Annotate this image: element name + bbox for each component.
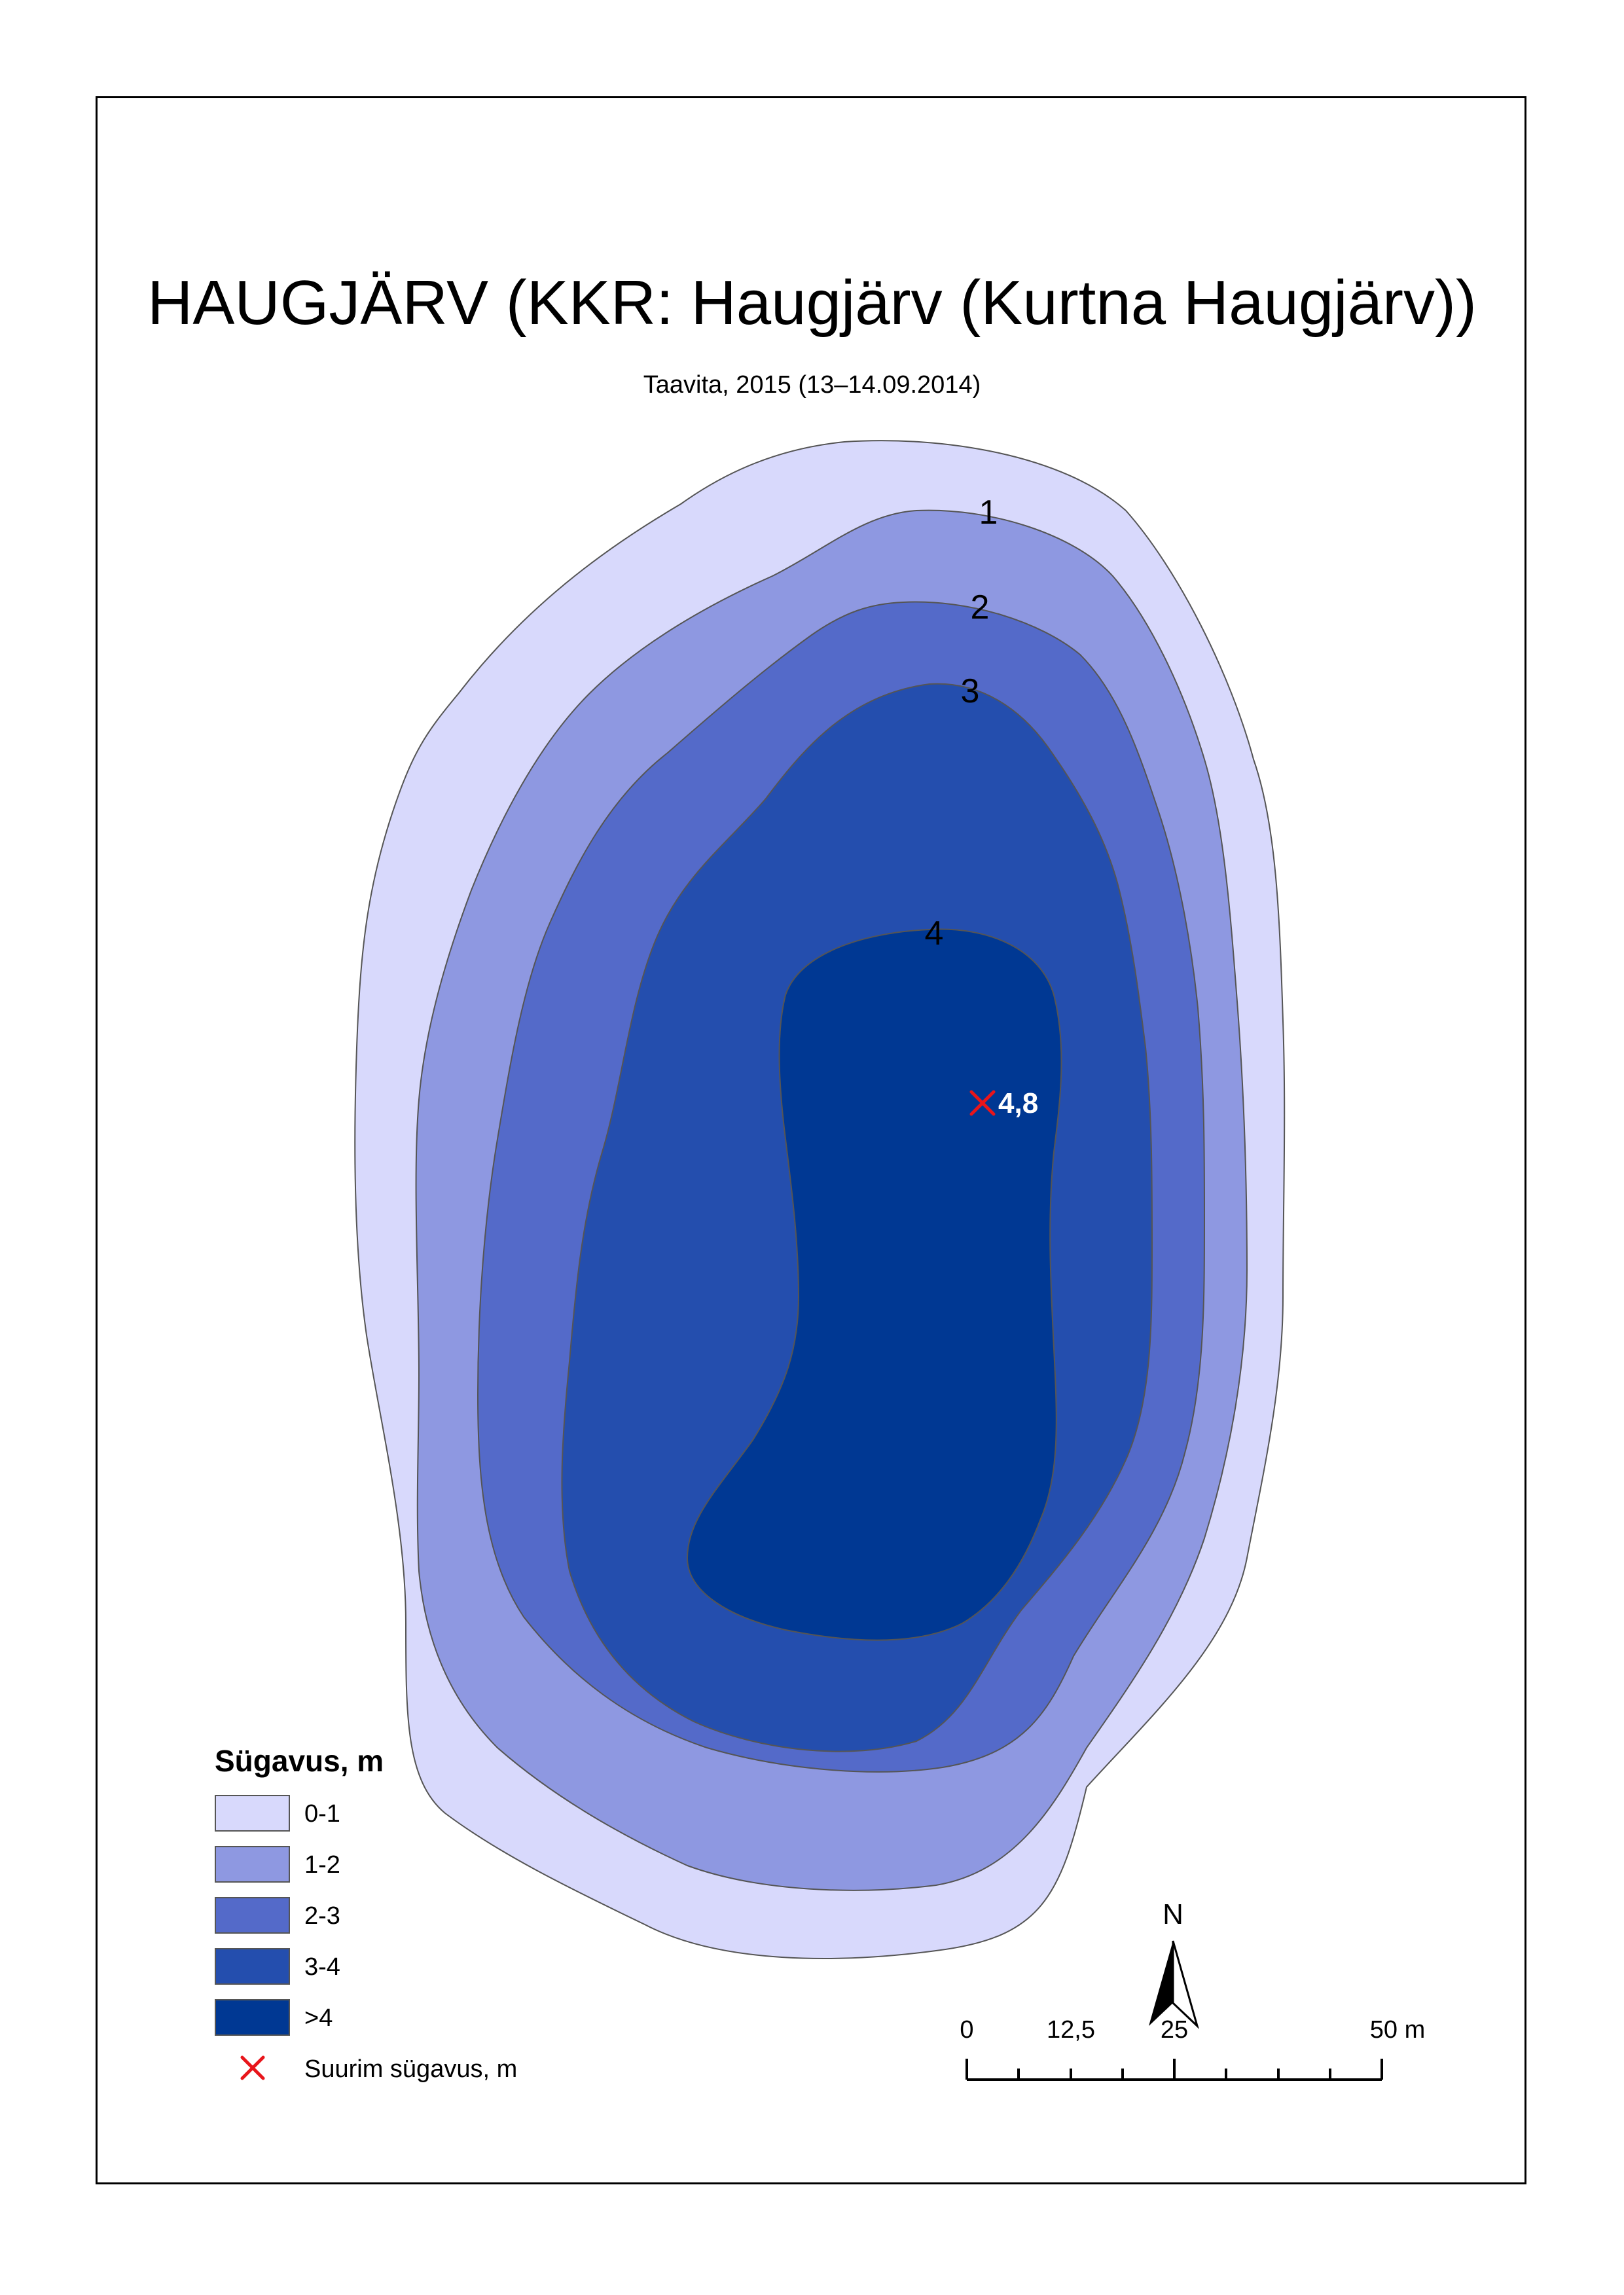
scale-bar [965,2059,1383,2081]
legend-item-2-3: 2-3 [215,1897,673,1935]
legend-label: 1-2 [304,1851,340,1879]
max-depth-cross-icon [240,2055,265,2080]
scale-label-0: 0 [960,2016,974,2044]
map-title: HAUGJÄRV (KKR: Haugjärv (Kurtna Haugjärv… [147,268,1477,338]
max-depth-value: 4,8 [998,1087,1038,1119]
legend-label: >4 [304,2004,333,2032]
scale-label-25: 25 [1160,2016,1189,2044]
north-label: N [1163,1898,1183,1930]
legend-swatch [215,1897,290,1934]
contour-label-3: 3 [961,672,980,710]
legend-label: 3-4 [304,1953,340,1981]
legend-swatch [215,1999,290,2036]
legend-label: 0-1 [304,1800,340,1828]
north-arrow-icon [1149,1940,1199,2029]
contour-label-1: 1 [979,494,998,532]
scale-label-50: 50 m [1369,2016,1426,2044]
legend-item-max-depth: Suurim sügavus, m [215,2050,673,2088]
depth-zone-over-4 [686,928,1062,1641]
legend-title: Sügavus, m [215,1744,384,1778]
legend-swatch [215,1846,290,1883]
contour-label-4: 4 [925,914,944,952]
map-frame [96,96,1526,2184]
legend-label: Suurim sügavus, m [304,2055,518,2083]
legend-item-3-4: 3-4 [215,1948,673,1986]
max-depth-cross-icon [969,1090,996,1116]
legend-label: 2-3 [304,1902,340,1930]
contour-label-2: 2 [971,588,990,626]
legend-item-over-4: >4 [215,1999,673,2037]
legend-swatch [215,1948,290,1985]
map-subtitle: Taavita, 2015 (13–14.09.2014) [643,371,981,399]
legend-item-0-1: 0-1 [215,1795,673,1833]
scale-label-12-5: 12,5 [1047,2016,1095,2044]
legend-swatch [215,1795,290,1832]
legend-item-1-2: 1-2 [215,1846,673,1884]
